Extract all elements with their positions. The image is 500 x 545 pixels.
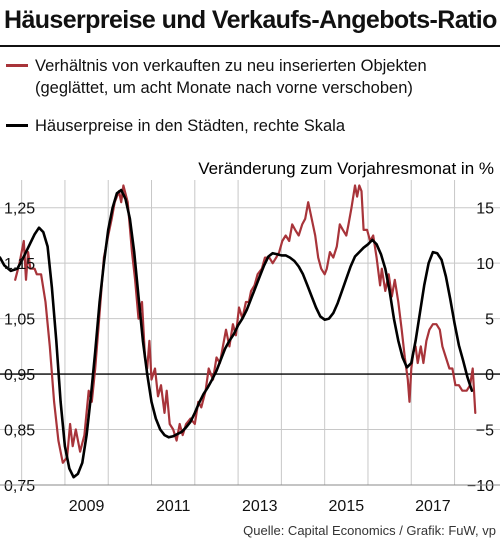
title-rule (0, 45, 500, 47)
series-lines (0, 184, 477, 479)
x-tick-label: 2015 (329, 498, 365, 515)
legend-label-ratio-line1: Verhältnis von verkauften zu neu inserie… (35, 57, 427, 75)
legend-swatch-house-prices (6, 124, 28, 127)
x-axis: 2009 2011 2013 2015 2017 (0, 484, 500, 515)
series-line-house-prices (0, 188, 474, 479)
right-tick-label: −5 (476, 423, 494, 440)
left-tick-label: 0,85 (4, 423, 35, 440)
series-line-ratio (14, 184, 477, 464)
x-tick-label: 2011 (156, 498, 191, 515)
left-tick-label: 1,15 (4, 256, 35, 273)
x-tick-label: 2017 (415, 498, 451, 515)
legend-label-house-prices: Häuserpreise in den Städten, rechte Skal… (35, 117, 346, 135)
source-note: Quelle: Capital Economics / Grafik: FuW,… (243, 523, 496, 538)
left-axis: 1,25 1,15 1,05 0,95 0,85 0,75 (4, 201, 35, 495)
right-axis-label: Veränderung zum Vorjahresmonat in % (198, 159, 494, 178)
x-tick-label: 2009 (69, 498, 105, 515)
legend-label-ratio-line2: (geglättet, um acht Monate nach vorne ve… (35, 79, 413, 97)
left-tick-label: 1,25 (4, 201, 35, 218)
chart-title: Häuserpreise und Verkaufs-Angebots-Ratio (4, 6, 497, 34)
left-tick-label: 0,95 (4, 367, 35, 384)
left-tick-label: 1,05 (4, 312, 35, 329)
right-tick-label: 5 (485, 312, 494, 329)
right-tick-label: 10 (476, 256, 494, 273)
x-tick-label: 2013 (242, 498, 278, 515)
left-tick-label: 0,75 (4, 478, 35, 495)
right-axis: 15 10 5 0 −5 −10 (467, 201, 494, 495)
right-tick-label: 15 (476, 201, 494, 218)
right-tick-label: 0 (485, 367, 494, 384)
legend-swatch-ratio (6, 64, 28, 67)
right-tick-label: −10 (467, 478, 494, 495)
